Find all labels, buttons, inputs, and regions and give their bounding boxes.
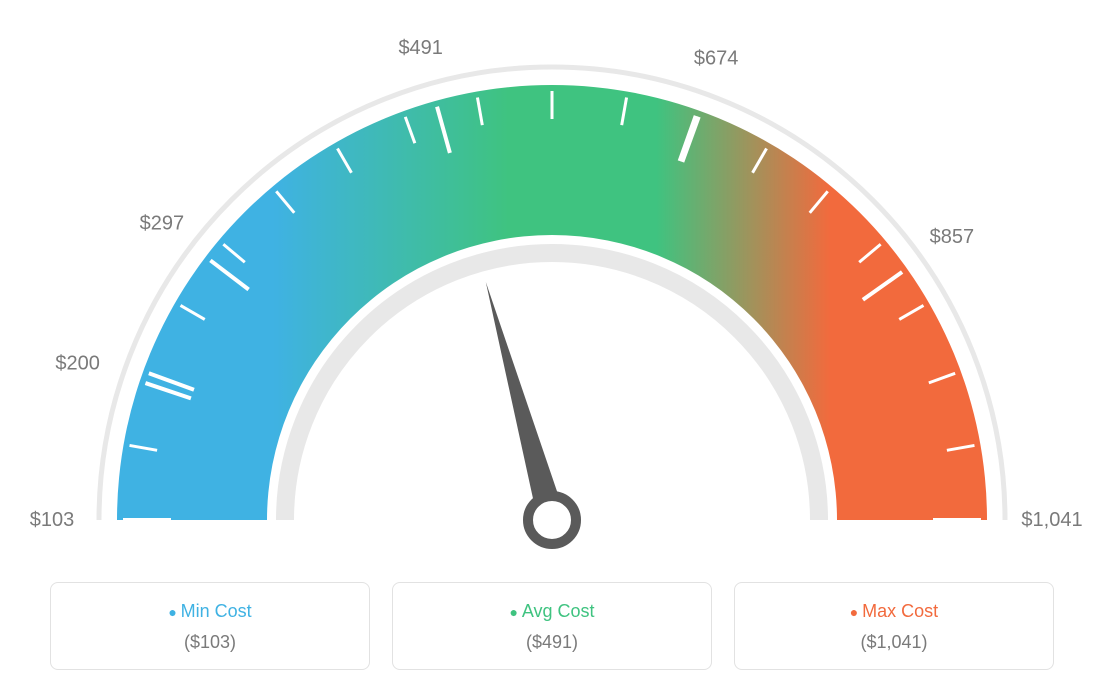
tick-label: $200 [55,353,100,375]
gauge-area: $103 $200 $297 $491 $674 $857 $1,041 [0,0,1104,560]
tick-label: $491 [398,37,443,59]
gauge-chart-container: $103 $200 $297 $491 $674 $857 $1,041 Min Cost … [0,0,1104,690]
tick-label: $674 [694,47,739,69]
tick-label: $297 [140,213,185,235]
gauge-arc [117,85,987,520]
needle-hub [528,496,576,544]
legend-label-avg: Avg Cost [403,601,701,622]
needle [486,282,566,524]
legend-card-min: Min Cost ($103) [50,582,370,670]
legend-card-avg: Avg Cost ($491) [392,582,712,670]
tick-label: $103 [30,509,75,531]
legend-row: Min Cost ($103) Avg Cost ($491) Max Cost… [0,582,1104,670]
legend-card-max: Max Cost ($1,041) [734,582,1054,670]
tick-label: $1,041 [1021,509,1082,531]
legend-value-max: ($1,041) [745,632,1043,653]
legend-value-min: ($103) [61,632,359,653]
gauge-svg: $103 $200 $297 $491 $674 $857 $1,041 [0,0,1104,560]
legend-value-avg: ($491) [403,632,701,653]
legend-label-max: Max Cost [745,601,1043,622]
tick-label: $857 [930,226,975,248]
legend-label-min: Min Cost [61,601,359,622]
